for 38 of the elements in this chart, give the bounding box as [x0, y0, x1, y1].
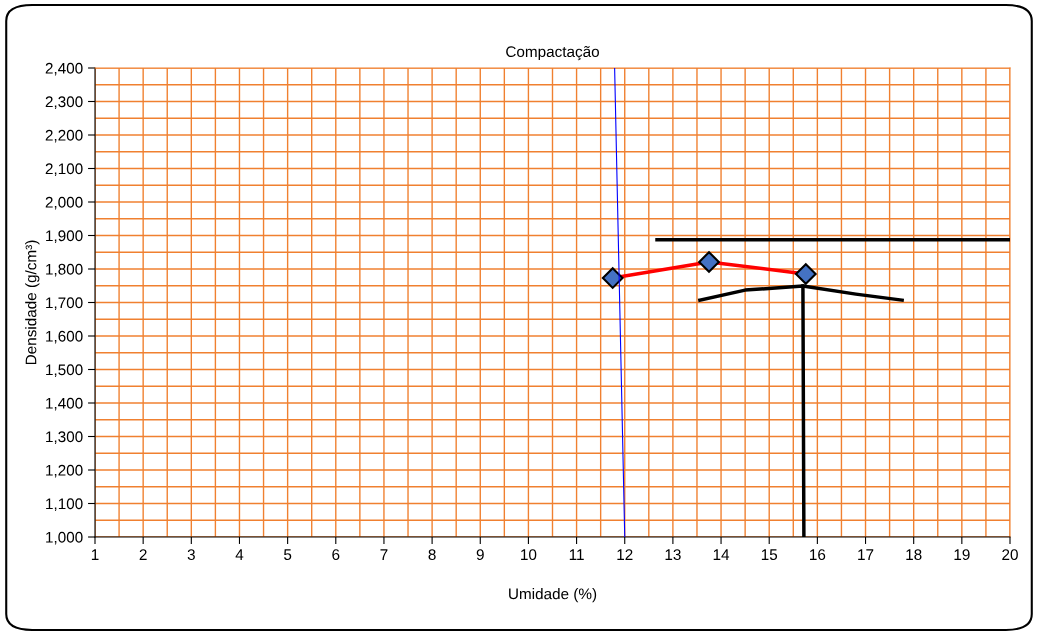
x-tick-label: 5 — [283, 549, 292, 561]
x-tick-label: 10 — [521, 549, 537, 561]
x-tick-label: 16 — [810, 549, 826, 561]
y-tick-label: 1,900 — [46, 230, 83, 243]
y-axis-title: Densidade (g/cm³) — [25, 240, 40, 365]
x-tick-label: 1 — [91, 549, 99, 560]
y-tick-label: 1,500 — [46, 364, 83, 377]
chart-title: Compactação — [506, 45, 599, 61]
x-tick-label: 2 — [139, 549, 147, 560]
x-tick-label: 19 — [954, 549, 970, 561]
y-tick-label: 1,800 — [46, 263, 83, 277]
x-tick-label: 17 — [858, 549, 874, 560]
x-tick-label: 13 — [665, 549, 681, 561]
y-tick-label: 2,400 — [45, 62, 83, 76]
y-tick-label: 1,300 — [46, 431, 83, 444]
y-tick-label: 2,200 — [45, 129, 83, 143]
x-tick-label: 11 — [569, 549, 584, 560]
x-axis-title: Umidade (%) — [509, 588, 597, 603]
x-tick-label: 18 — [906, 549, 922, 561]
x-tick-label: 9 — [476, 549, 484, 561]
x-tick-label: 14 — [713, 549, 730, 560]
x-tick-label: 3 — [187, 549, 195, 561]
x-tick-label: 20 — [1002, 549, 1018, 561]
y-tick-label: 2,000 — [45, 196, 83, 210]
y-tick-label: 1,100 — [46, 498, 83, 511]
y-tick-label: 1,000 — [46, 531, 83, 545]
x-tick-label: 15 — [761, 549, 778, 561]
y-tick-label: 1,200 — [46, 464, 83, 478]
y-tick-label: 1,600 — [46, 330, 83, 344]
y-tick-label: 1,400 — [46, 397, 83, 411]
x-tick-label: 6 — [332, 549, 340, 561]
x-tick-label: 12 — [617, 549, 633, 560]
y-tick-label: 2,300 — [45, 96, 83, 109]
x-tick-label: 8 — [428, 549, 436, 561]
x-tick-label: 4 — [235, 549, 244, 560]
y-tick-label: 2,100 — [45, 163, 83, 176]
x-tick-label: 7 — [380, 549, 388, 560]
y-tick-label: 1,700 — [46, 297, 83, 310]
